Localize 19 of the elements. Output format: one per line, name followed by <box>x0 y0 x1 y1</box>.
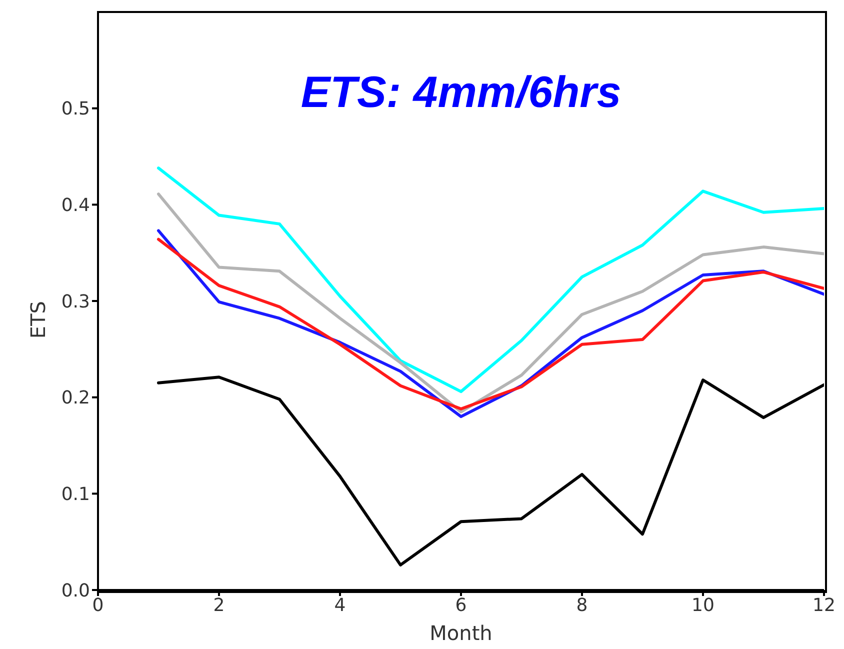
x-tick-label: 12 <box>812 594 836 616</box>
y-tick-label: 0.4 <box>61 195 90 216</box>
line-series <box>157 376 824 566</box>
x-tick-label: 10 <box>692 594 714 616</box>
y-tick-label: 0.1 <box>61 484 90 506</box>
line-series <box>157 166 824 394</box>
y-tick-label: 0.5 <box>61 98 90 120</box>
y-tick-label: 0.0 <box>61 580 90 602</box>
x-tick-label: 6 <box>455 594 467 616</box>
x-axis-title: Month <box>430 621 492 645</box>
x-tick-label: 0 <box>92 594 104 616</box>
x-tick-label: 2 <box>213 594 225 616</box>
x-tick-label: 8 <box>576 594 588 616</box>
y-axis-title: ETS <box>26 301 50 339</box>
y-tick-label: 0.3 <box>61 291 90 312</box>
x-tick-label: 4 <box>334 594 346 616</box>
y-tick-label: 0.2 <box>61 388 90 409</box>
text: ETS: 4mm/6hrs <box>300 68 622 118</box>
line-series <box>157 192 824 414</box>
